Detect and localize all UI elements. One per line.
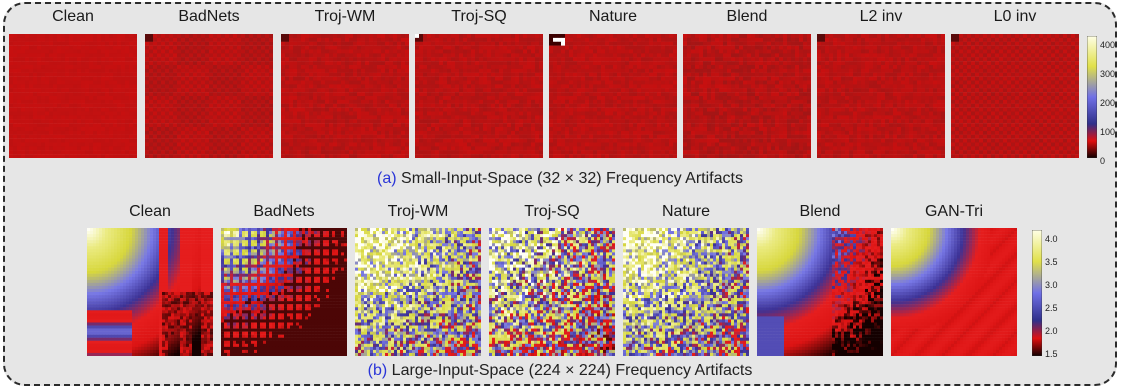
panel-b-caption-text: Large-Input-Space (224 × 224) Frequency … [392,362,753,379]
panel-a-label-6: L2 inv [817,8,945,26]
panel-b-heatmap-3 [489,228,615,356]
panel-b-label-0: Clean [87,203,213,221]
panel-a-caption: (a) Small-Input-Space (32 × 32) Frequenc… [5,170,1115,188]
panel-b-label-5: Blend [757,203,883,221]
colorbar-a [1086,35,1098,159]
colorbar-a-tick-0: 4000 [1100,40,1115,50]
panel-a-heatmap-3 [415,34,543,158]
panel-a-label-5: Blend [683,8,811,26]
panel-b-heatmap-6 [891,228,1017,356]
colorbar-b [1031,229,1043,357]
panel-a-heatmap-4 [549,34,677,158]
colorbar-b-tick-3: 2.5 [1045,303,1058,313]
panel-a-label-1: BadNets [145,8,273,26]
colorbar-a-tick-4: 0 [1100,156,1105,166]
panel-a-heatmap-2 [281,34,409,158]
panel-b-heatmap-5 [757,228,883,356]
panel-b-tag: (b) [368,362,388,379]
colorbar-b-tick-4: 2.0 [1045,326,1058,336]
panel-b-heatmap-4 [623,228,749,356]
colorbar-b-tick-0: 4.0 [1045,234,1058,244]
panel-a-heatmap-6 [817,34,945,158]
colorbar-a-tick-2: 2000 [1100,98,1115,108]
panel-a-label-4: Nature [549,8,677,26]
colorbar-a-tick-1: 3000 [1100,69,1115,79]
panel-a-heatmap-7 [951,34,1079,158]
panel-b-label-6: GAN-Tri [891,203,1017,221]
colorbar-b-gradient [1031,229,1043,357]
panel-a-label-3: Troj-SQ [415,8,543,26]
panel-a-heatmap-5 [683,34,811,158]
colorbar-b-tick-1: 3.5 [1045,257,1058,267]
colorbar-a-gradient [1086,35,1098,159]
panel-a-heatmap-0 [9,34,137,158]
panel-a-label-0: Clean [9,8,137,26]
panel-b-heatmap-0 [87,228,213,356]
panel-b-heatmap-1 [221,228,347,356]
panel-a-tag: (a) [377,170,397,187]
panel-b-label-1: BadNets [221,203,347,221]
panel-b-label-3: Troj-SQ [489,203,615,221]
colorbar-b-tick-2: 3.0 [1045,280,1058,290]
panel-a-label-2: Troj-WM [281,8,409,26]
figure-panel: Clean BadNets Troj-WM Troj-SQ Nature Blend L2 … [3,2,1117,386]
panel-b-label-2: Troj-WM [355,203,481,221]
panel-b-caption: (b) Large-Input-Space (224 × 224) Freque… [5,362,1115,380]
panel-a-heatmap-1 [145,34,273,158]
panel-a-label-7: L0 inv [951,8,1079,26]
panel-b-label-4: Nature [623,203,749,221]
colorbar-b-tick-5: 1.5 [1045,349,1058,359]
panel-b-heatmap-2 [355,228,481,356]
panel-a-caption-text: Small-Input-Space (32 × 32) Frequency Ar… [401,170,743,187]
